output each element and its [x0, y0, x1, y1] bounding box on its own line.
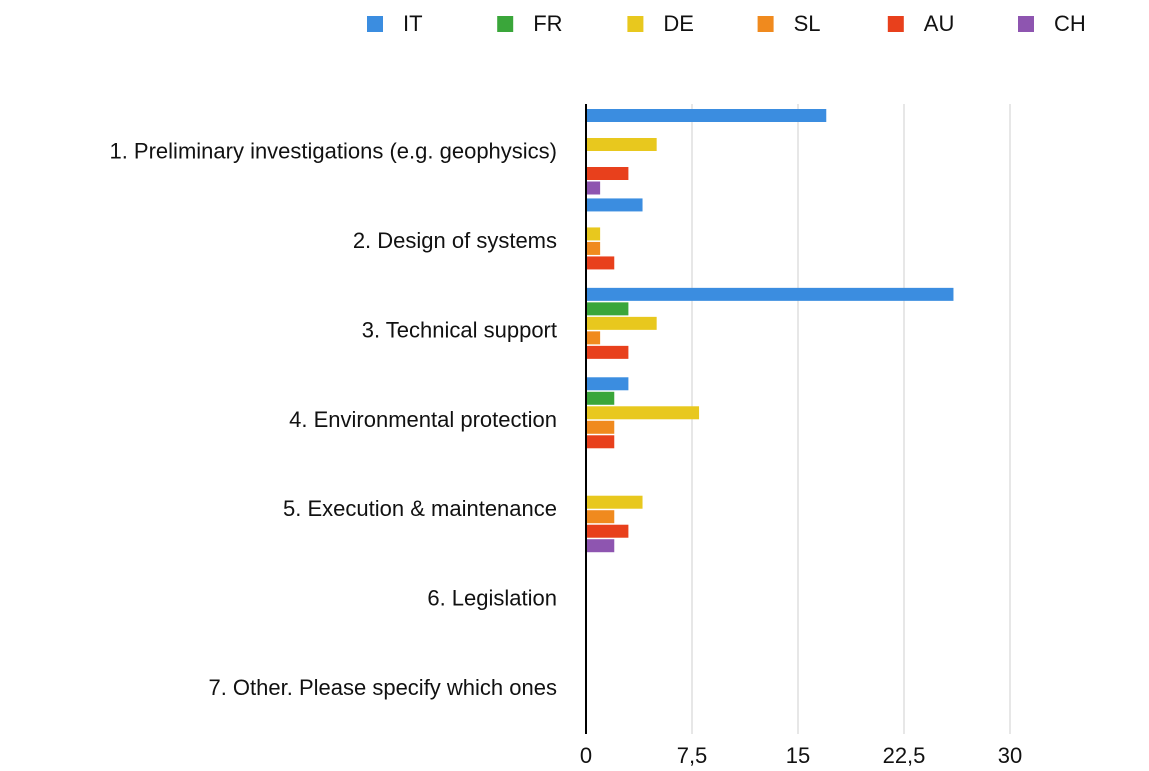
legend-label: SL — [794, 11, 821, 36]
legend-swatch — [627, 16, 644, 32]
x-tick-label: 0 — [580, 743, 592, 768]
bar — [586, 524, 629, 538]
bar — [586, 138, 657, 151]
bar — [586, 109, 827, 122]
bar — [586, 377, 629, 391]
bar — [586, 435, 615, 449]
bar — [586, 167, 629, 180]
bar — [586, 420, 615, 434]
bar — [586, 331, 601, 345]
bar — [586, 256, 615, 270]
legend-swatch — [497, 16, 514, 32]
y-tick-label: 4. Environmental protection — [289, 407, 557, 432]
x-tick-label: 22,5 — [883, 743, 926, 768]
legend-swatch — [887, 16, 904, 32]
legend-swatch — [367, 16, 383, 32]
bar — [586, 495, 643, 509]
x-tick-label: 15 — [786, 743, 810, 768]
y-tick-label: 6. Legislation — [427, 586, 557, 611]
bar — [586, 539, 615, 553]
bar — [586, 181, 601, 195]
x-tick-label: 30 — [998, 743, 1022, 768]
bar — [586, 510, 615, 524]
legend-swatch — [1018, 16, 1034, 32]
bar — [586, 406, 700, 420]
y-tick-label: 1. Preliminary investigations (e.g. geop… — [109, 139, 557, 164]
bar — [586, 241, 601, 255]
legend-label: AU — [924, 11, 955, 36]
bar — [586, 198, 643, 212]
y-tick-label: 3. Technical support — [362, 317, 557, 342]
bar — [586, 391, 615, 405]
legend-label: DE — [663, 11, 694, 36]
bar — [586, 287, 954, 301]
x-tick-label: 7,5 — [677, 743, 708, 768]
legend-swatch — [757, 16, 774, 32]
y-tick-label: 5. Execution & maintenance — [283, 496, 557, 521]
bar — [586, 345, 629, 359]
legend-label: FR — [533, 11, 562, 36]
bar — [586, 302, 629, 316]
bar — [586, 227, 601, 241]
legend-label: CH — [1054, 11, 1086, 36]
bar — [586, 316, 657, 330]
legend-label: IT — [403, 11, 423, 36]
y-tick-label: 2. Design of systems — [353, 228, 557, 253]
y-tick-label: 7. Other. Please specify which ones — [208, 675, 557, 700]
